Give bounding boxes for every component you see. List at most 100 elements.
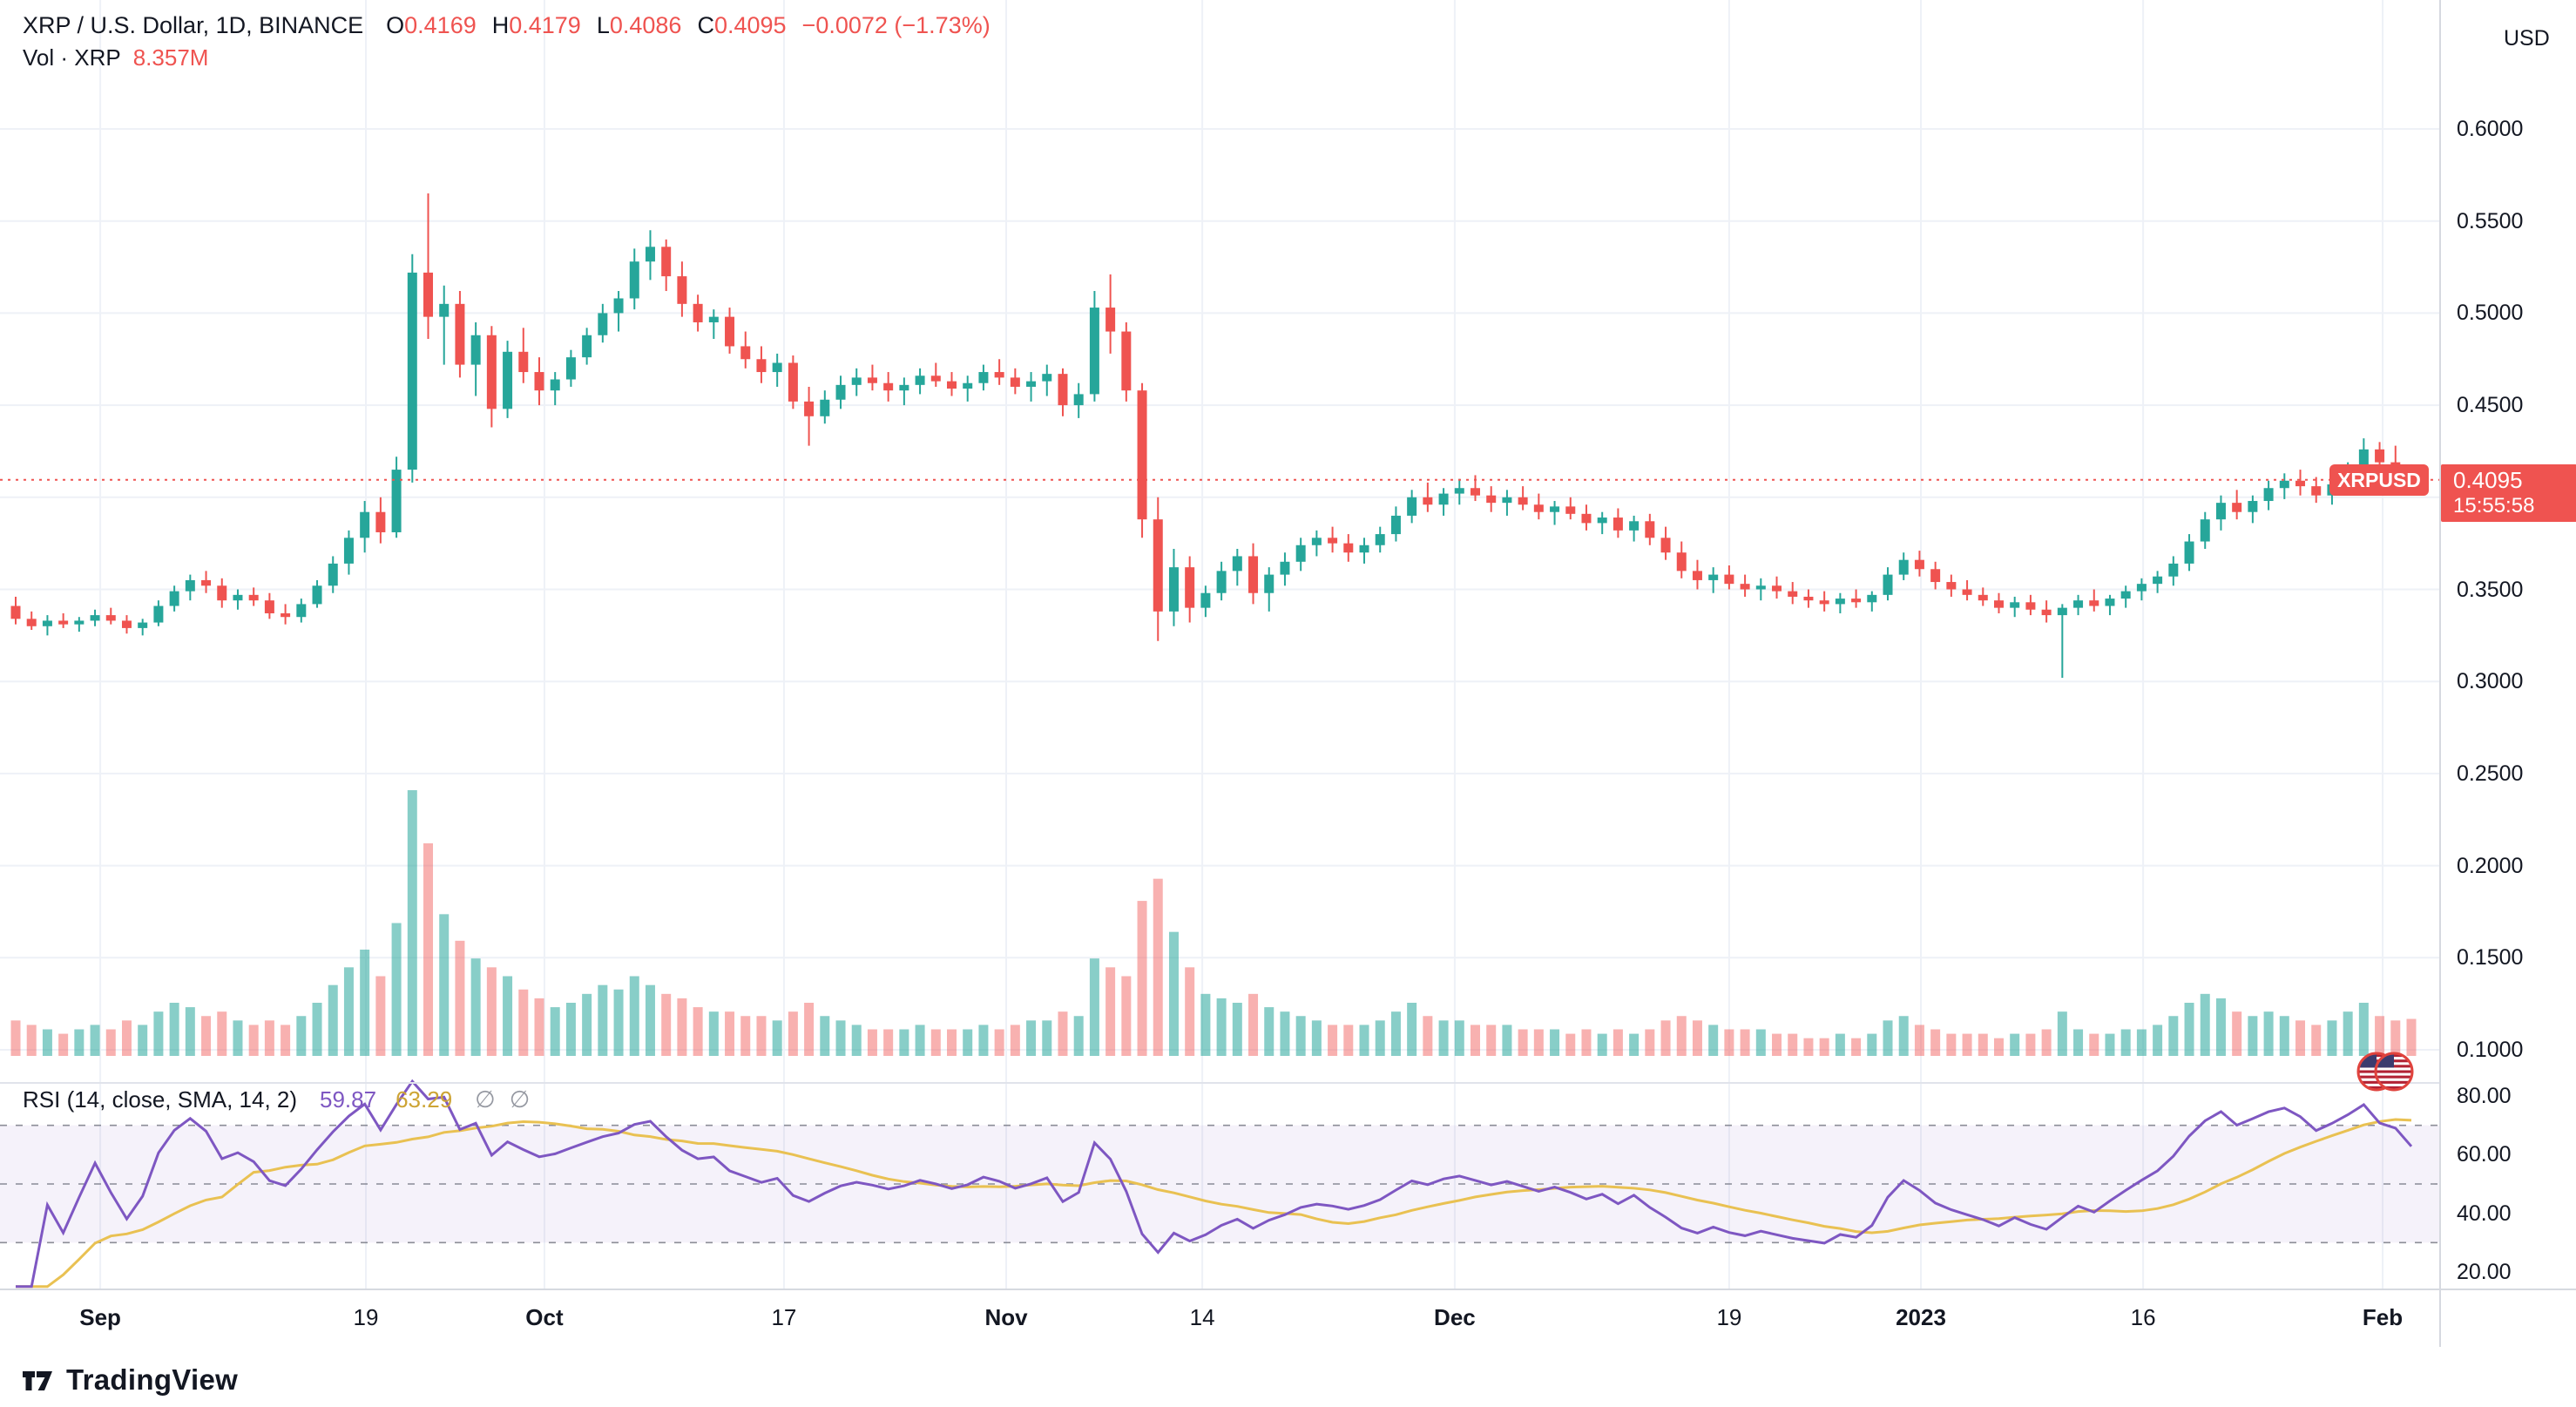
candle <box>1407 497 1417 516</box>
candle <box>1692 571 1702 580</box>
time-tick-label: Sep <box>79 1304 121 1330</box>
economic-event-icons[interactable] <box>2356 1051 2415 1092</box>
volume-bar <box>439 914 450 1056</box>
volume-bar <box>978 1025 989 1056</box>
volume-bar <box>835 1020 846 1056</box>
candle <box>2089 600 2099 606</box>
empty-set-icon: ∅ <box>509 1086 531 1113</box>
volume-bar <box>1328 1025 1338 1056</box>
time-axis[interactable]: Sep 19 Oct 17 Nov 14 Dec 19 2023 16 Feb <box>0 1290 2439 1346</box>
volume-bar <box>2390 1020 2401 1056</box>
volume-bar <box>470 958 481 1056</box>
volume-bar <box>1264 1007 1274 1056</box>
candle <box>1819 600 1829 605</box>
volume-bar <box>1914 1025 1924 1056</box>
candle <box>645 247 655 262</box>
volume-bar <box>2105 1033 2115 1056</box>
candle <box>2184 541 2194 564</box>
candle <box>1264 574 1274 593</box>
volume-bar <box>1883 1020 1893 1056</box>
bar-countdown: 15:55:58 <box>2453 493 2535 517</box>
candle <box>343 538 354 564</box>
volume-bar <box>169 1003 179 1056</box>
price-axis[interactable]: USD 0.4095 15:55:58 0.6000 0.5500 0.5000 0.… <box>2441 0 2576 1347</box>
candle <box>1042 374 1052 382</box>
volume-bar <box>2200 993 2210 1056</box>
candle <box>2295 480 2306 487</box>
candle <box>1851 599 1862 603</box>
time-tick-label: Oct <box>525 1304 564 1330</box>
price-chart-canvas[interactable] <box>0 0 2439 1289</box>
volume-bar <box>1137 901 1147 1056</box>
candle <box>915 375 925 385</box>
volume-bar <box>2057 1011 2067 1056</box>
volume-bar <box>185 1007 195 1056</box>
volume-bar <box>248 1025 259 1056</box>
candle <box>1026 381 1037 387</box>
volume-bar <box>2263 1011 2274 1056</box>
volume-bar <box>2358 1003 2369 1056</box>
candle <box>1486 495 1497 504</box>
candle <box>1010 377 1020 387</box>
candle <box>1359 545 1369 553</box>
volume-bar <box>2136 1029 2147 1056</box>
volume-bar <box>899 1029 909 1056</box>
us-flag-icon[interactable] <box>2373 1051 2415 1092</box>
volume-bar <box>455 940 465 1056</box>
volume-bar <box>1185 967 1195 1056</box>
volume-bar <box>2295 1020 2306 1056</box>
candle <box>503 351 513 409</box>
candle <box>391 470 402 532</box>
volume-bar <box>1676 1016 1687 1056</box>
candle <box>947 381 957 389</box>
volume-bar <box>58 1033 69 1056</box>
volume-bar <box>1470 1025 1480 1056</box>
volume-bar <box>2089 1033 2099 1056</box>
volume-bar <box>1898 1016 1909 1056</box>
candle <box>281 612 291 618</box>
volume-bar <box>2073 1029 2084 1056</box>
volume-bar <box>2168 1016 2179 1056</box>
symbol-title: XRP / U.S. Dollar, 1D, BINANCE <box>23 12 364 38</box>
volume-bar <box>296 1016 307 1056</box>
candle <box>2025 602 2036 610</box>
candle <box>788 362 798 402</box>
candle <box>1835 599 1845 605</box>
candle <box>2041 609 2052 616</box>
volume-bar <box>2232 1011 2242 1056</box>
volume-bar <box>629 976 639 1056</box>
price-tick-label: 0.3000 <box>2457 669 2524 694</box>
volume-bar <box>2184 1003 2194 1056</box>
candle <box>2358 449 2369 470</box>
volume-bar <box>1390 1011 1401 1056</box>
volume-bar <box>1550 1029 1560 1056</box>
rsi-title: RSI (14, close, SMA, 14, 2) <box>23 1086 298 1113</box>
candle <box>1978 594 1988 601</box>
candle <box>1502 497 1512 504</box>
candle <box>2120 591 2131 599</box>
tradingview-logo-text: TradingView <box>66 1363 239 1396</box>
price-tick-label: 0.2500 <box>2457 761 2524 786</box>
rsi-tick-label: 80.00 <box>2457 1084 2512 1108</box>
volume-bar <box>994 1029 1004 1056</box>
candle <box>486 335 497 409</box>
volume-bar <box>1359 1025 1369 1056</box>
volume-bar <box>1962 1033 1972 1056</box>
candle <box>185 579 195 592</box>
time-tick-label: Dec <box>1434 1304 1476 1330</box>
volume-bar <box>772 1020 782 1056</box>
candle <box>2136 584 2147 592</box>
candle <box>582 335 592 358</box>
volume-bar <box>1407 1003 1417 1056</box>
volume-bar <box>201 1016 212 1056</box>
volume-bar <box>2010 1033 2020 1056</box>
rsi-sma-line <box>16 1118 2412 1289</box>
candle <box>26 619 37 626</box>
candle <box>963 382 973 389</box>
candle <box>693 303 703 322</box>
price-axis-separator <box>2439 0 2441 1347</box>
volume-bar <box>1692 1020 1702 1056</box>
tradingview-logo[interactable]: TradingView <box>21 1363 238 1397</box>
pane-separator[interactable] <box>0 1082 2576 1084</box>
symbol-price-pill: XRPUSD <box>2329 463 2429 496</box>
